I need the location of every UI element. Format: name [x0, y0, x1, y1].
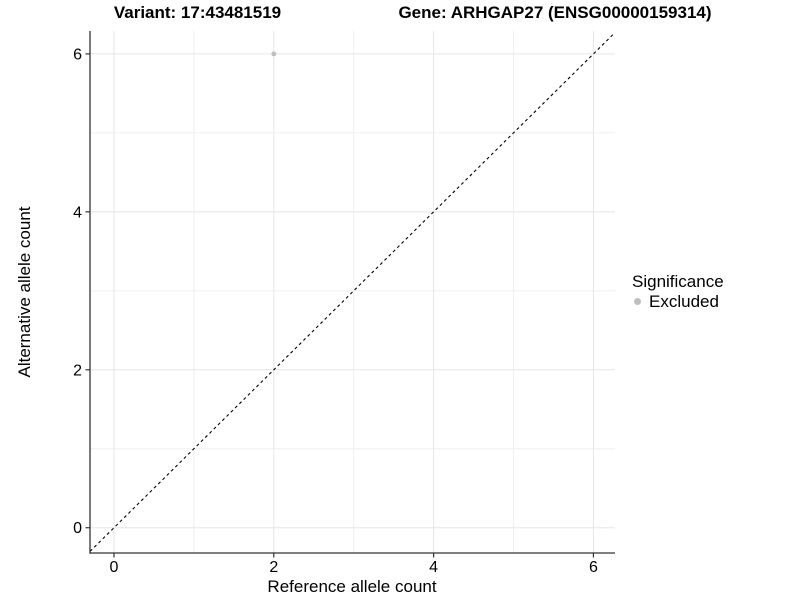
legend-point-icon — [634, 298, 641, 305]
x-tick-label: 4 — [429, 559, 438, 576]
x-tick-label: 6 — [589, 559, 598, 576]
legend-item-label: Excluded — [649, 291, 719, 311]
plot-title-variant: Variant: 17:43481519 — [113, 3, 282, 22]
identity-line — [89, 32, 616, 552]
legend-title: Significance — [632, 272, 724, 291]
data-point — [271, 51, 277, 57]
y-tick-label: 4 — [73, 204, 82, 221]
x-axis-title: Reference allele count — [267, 577, 437, 596]
legend-item-excluded: Excluded — [632, 292, 724, 311]
y-axis-title: Alternative allele count — [15, 206, 34, 378]
legend: Significance Excluded — [632, 272, 724, 311]
x-tick-label: 0 — [110, 559, 119, 576]
y-tick-label: 2 — [73, 362, 82, 379]
y-tick-label: 0 — [73, 520, 82, 537]
y-tick-label: 6 — [73, 46, 82, 63]
x-tick-label: 2 — [269, 559, 278, 576]
plot-title-gene: Gene: ARHGAP27 (ENSG00000159314) — [398, 3, 712, 22]
